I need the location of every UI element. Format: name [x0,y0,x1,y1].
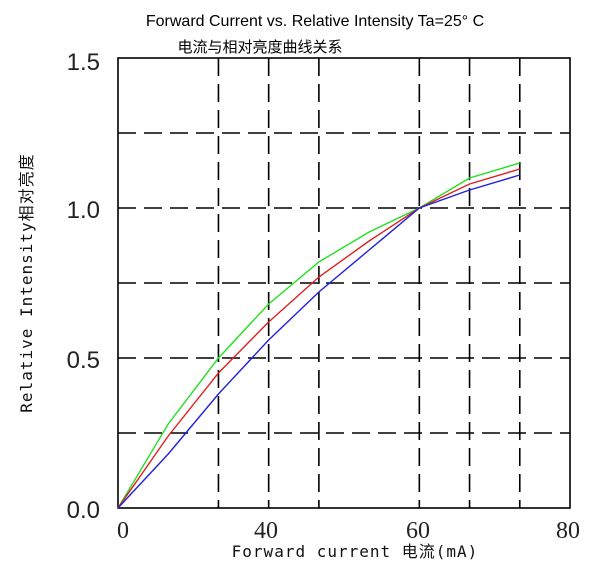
x-axis-label: Forward current 电流(mA) [232,542,479,561]
y-tick-label: 0.0 [67,497,100,524]
x-tick-label: 80 [556,518,580,544]
chart-subtitle: 电流与相对亮度曲线关系 [177,38,342,56]
x-tick-labels: 0 40 60 80 [117,518,580,544]
x-tick-label: 60 [406,518,430,544]
plot-frame [117,57,571,509]
x-tick-label: 0 [117,518,129,544]
y-tick-label: 1.0 [67,197,100,224]
chart-title: Forward Current vs. Relative Intensity T… [146,13,484,30]
y-tick-label: 0.5 [67,347,100,374]
x-tick-label: 40 [254,518,278,544]
series-line-1 [117,162,520,509]
series-line-2 [117,168,520,509]
series-line-3 [117,174,520,509]
y-axis-label: Relative Intensity相对亮度 [17,153,36,412]
grid-lines [118,58,570,508]
series-group [117,162,520,509]
y-tick-label: 1.5 [67,49,100,76]
y-tick-labels: 0.0 0.5 1.0 1.5 [67,49,100,524]
